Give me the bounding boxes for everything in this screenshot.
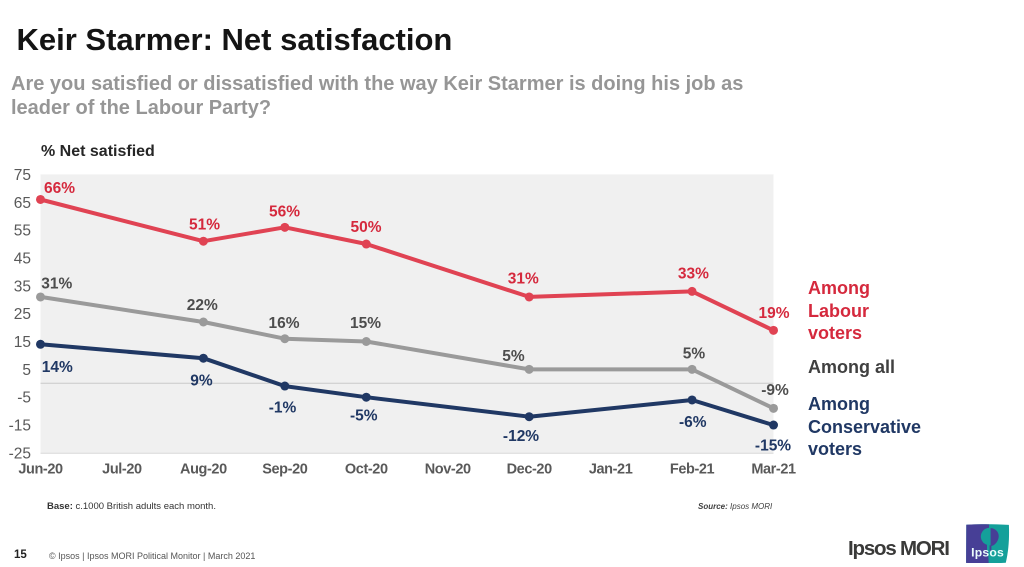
svg-text:-9%: -9% <box>761 382 789 399</box>
svg-text:Ipsos: Ipsos <box>971 545 1004 559</box>
svg-text:-12%: -12% <box>503 428 539 445</box>
svg-text:-5: -5 <box>17 390 31 407</box>
svg-text:45: 45 <box>14 250 31 267</box>
svg-text:22%: 22% <box>187 297 218 314</box>
svg-text:33%: 33% <box>678 266 709 283</box>
svg-text:Aug-20: Aug-20 <box>180 462 227 478</box>
svg-text:5: 5 <box>22 362 31 379</box>
svg-text:Nov-20: Nov-20 <box>425 462 471 478</box>
svg-text:-25: -25 <box>9 445 31 462</box>
svg-text:-5%: -5% <box>350 408 378 425</box>
svg-text:16%: 16% <box>268 315 299 332</box>
svg-text:5%: 5% <box>683 346 706 363</box>
svg-text:51%: 51% <box>189 217 220 234</box>
svg-text:Oct-20: Oct-20 <box>345 462 388 478</box>
svg-text:-1%: -1% <box>269 400 297 417</box>
svg-text:31%: 31% <box>41 276 72 293</box>
svg-text:-6%: -6% <box>679 414 707 431</box>
svg-text:66%: 66% <box>44 180 75 197</box>
svg-text:15%: 15% <box>350 315 381 332</box>
svg-text:-15%: -15% <box>755 437 791 454</box>
svg-text:19%: 19% <box>758 305 789 322</box>
svg-text:-15: -15 <box>9 418 31 435</box>
svg-text:31%: 31% <box>508 271 539 288</box>
svg-text:9%: 9% <box>190 373 213 390</box>
svg-text:55: 55 <box>14 223 31 240</box>
svg-text:15: 15 <box>14 334 31 351</box>
svg-text:35: 35 <box>14 278 31 295</box>
svg-text:50%: 50% <box>350 219 381 236</box>
svg-text:75: 75 <box>14 167 31 184</box>
svg-text:Jul-20: Jul-20 <box>102 462 142 478</box>
svg-text:Dec-20: Dec-20 <box>507 462 552 478</box>
svg-text:Feb-21: Feb-21 <box>670 462 715 478</box>
svg-text:14%: 14% <box>42 359 73 376</box>
svg-text:5%: 5% <box>502 348 525 365</box>
svg-text:56%: 56% <box>269 204 300 221</box>
svg-text:65: 65 <box>14 195 31 212</box>
svg-text:Jun-20: Jun-20 <box>18 462 63 478</box>
svg-text:Jan-21: Jan-21 <box>589 462 633 478</box>
svg-text:Mar-21: Mar-21 <box>751 462 796 478</box>
svg-text:Sep-20: Sep-20 <box>262 462 307 478</box>
svg-text:25: 25 <box>14 306 31 323</box>
